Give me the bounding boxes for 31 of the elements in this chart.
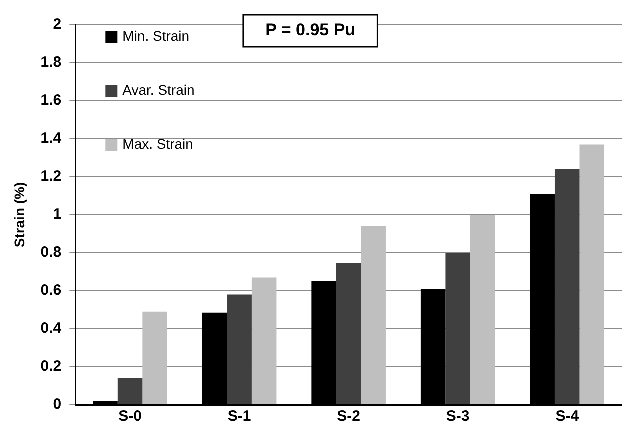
- bar: [227, 294, 252, 404]
- bar: [252, 278, 277, 404]
- y-tick-label: 1.2: [40, 168, 62, 186]
- y-tick-label: 1.6: [40, 92, 62, 110]
- y-tick-label: 0.8: [40, 244, 62, 262]
- y-tick-label: 1: [53, 206, 62, 224]
- y-tick-label: 2: [53, 16, 62, 34]
- y-tick-label: 0.2: [40, 358, 62, 376]
- bar: [118, 378, 143, 404]
- annotation: P = 0.95 Pu: [266, 20, 356, 40]
- bar: [446, 253, 470, 404]
- bar: [361, 226, 386, 404]
- bar: [336, 263, 362, 404]
- bar: [470, 215, 496, 404]
- bar: [580, 144, 605, 404]
- x-tick-label: S-3: [446, 408, 470, 426]
- x-tick-label: S-1: [228, 408, 252, 426]
- bar: [554, 169, 580, 404]
- bar: [142, 312, 168, 404]
- y-axis-title: Strain (%): [11, 182, 28, 248]
- legend-label: Max. Strain: [122, 136, 194, 152]
- y-tick-label: 0: [53, 396, 62, 414]
- legend-label: Avar. Strain: [122, 82, 195, 98]
- x-tick-label: S-2: [337, 408, 360, 426]
- y-tick-label: 1.8: [40, 54, 62, 72]
- legend-label: Min. Strain: [122, 28, 190, 44]
- y-tick-label: 1.4: [40, 130, 62, 148]
- x-tick-label: S-4: [556, 408, 580, 426]
- y-tick-label: 0.4: [40, 320, 62, 338]
- x-tick-label: S-0: [118, 408, 142, 426]
- y-tick-label: 0.6: [40, 282, 62, 300]
